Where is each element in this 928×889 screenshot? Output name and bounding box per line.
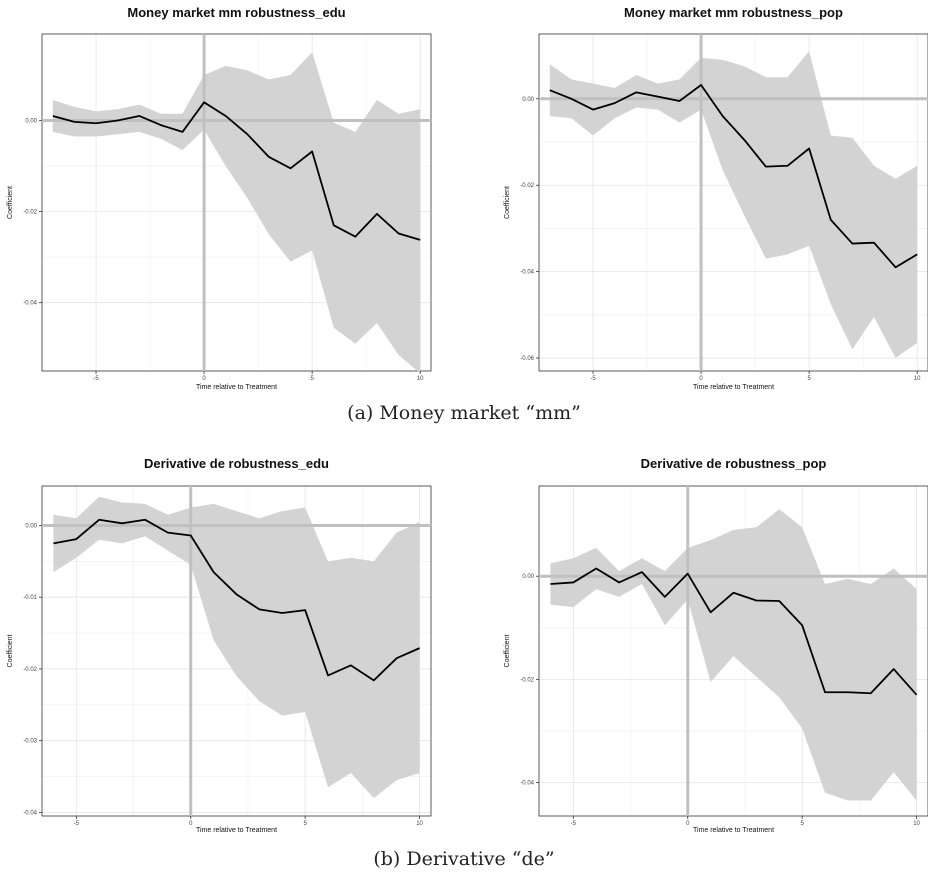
x-tick-label: 10 xyxy=(416,821,423,827)
y-axis-label: Coefficient xyxy=(504,634,511,667)
chart-mm-pop: Money market mm robustness_pop -5 0 5 10 0.00… xyxy=(504,5,928,391)
x-tick-label: 0 xyxy=(189,821,193,827)
chart-title: Derivative de robustness_pop xyxy=(641,456,827,471)
chart-title: Money market mm robustness_pop xyxy=(624,5,843,20)
x-axis-label: Time relative to Treatment xyxy=(196,827,277,834)
x-axis-label: Time relative to Treatment xyxy=(693,384,774,391)
x-tick-label: 5 xyxy=(800,821,804,827)
y-tick-label: -0.04 xyxy=(23,301,37,307)
x-tick-label: 5 xyxy=(310,376,314,382)
y-tick-label: -0.03 xyxy=(23,739,37,745)
y-axis-label: Coefficient xyxy=(7,186,14,219)
y-axis-label: Coefficient xyxy=(504,186,511,219)
x-tick-label: 0 xyxy=(699,376,703,382)
y-tick-label: -0.02 xyxy=(23,667,37,673)
caption-b: (b) Derivative “de” xyxy=(373,848,555,870)
y-tick-label: -0.02 xyxy=(520,183,534,189)
caption-a: (a) Money market “mm” xyxy=(347,402,581,424)
x-tick-label: -5 xyxy=(74,821,80,827)
y-tick-label: 0.00 xyxy=(25,119,37,125)
x-tick-label: 10 xyxy=(417,376,424,382)
plot-panel xyxy=(41,485,432,817)
y-tick-label: -0.04 xyxy=(23,810,37,816)
coefficient-line xyxy=(53,518,420,682)
y-tick-label: -0.04 xyxy=(520,270,534,276)
confidence-band xyxy=(52,52,421,374)
plot-panel xyxy=(538,33,928,372)
x-axis-label: Time relative to Treatment xyxy=(196,384,277,391)
confidence-band xyxy=(549,51,918,359)
y-tick-label: -0.06 xyxy=(520,356,534,362)
x-axis-label: Time relative to Treatment xyxy=(693,827,774,834)
x-tick-label: -5 xyxy=(590,376,596,382)
chart-mm-edu: Money market mm robustness_edu -5 0 5 10 0.00… xyxy=(7,5,432,391)
coefficient-line xyxy=(52,101,421,241)
x-tick-label: 10 xyxy=(914,376,921,382)
y-tick-label: -0.04 xyxy=(520,780,534,786)
x-tick-label: 10 xyxy=(913,821,920,827)
chart-title: Derivative de robustness_edu xyxy=(144,456,329,471)
y-axis-label: Coefficient xyxy=(7,634,14,667)
y-tick-label: -0.02 xyxy=(23,210,37,216)
x-tick-label: 5 xyxy=(807,376,811,382)
coefficient-line xyxy=(550,567,918,696)
chart-de-pop: Derivative de robustness_pop -5 0 5 10 0.00 -0… xyxy=(504,456,928,834)
x-tick-label: 5 xyxy=(303,821,307,827)
y-tick-label: 0.00 xyxy=(522,574,534,580)
y-tick-label: -0.01 xyxy=(23,595,37,601)
plot-panel xyxy=(41,33,432,372)
y-tick-label: 0.00 xyxy=(522,97,534,103)
y-tick-label: 0.00 xyxy=(25,523,37,529)
x-tick-label: 0 xyxy=(202,376,206,382)
confidence-band xyxy=(550,509,917,801)
x-tick-label: -5 xyxy=(93,376,99,382)
chart-de-edu: Derivative de robustness_edu -5 0 5 10 0.00 -0… xyxy=(7,456,432,834)
coefficient-line xyxy=(549,84,918,269)
chart-title: Money market mm robustness_edu xyxy=(127,5,345,20)
y-tick-label: -0.02 xyxy=(520,677,534,683)
x-tick-label: -5 xyxy=(571,821,577,827)
x-tick-label: 0 xyxy=(686,821,690,827)
confidence-band xyxy=(53,496,420,799)
plot-panel xyxy=(538,485,928,817)
